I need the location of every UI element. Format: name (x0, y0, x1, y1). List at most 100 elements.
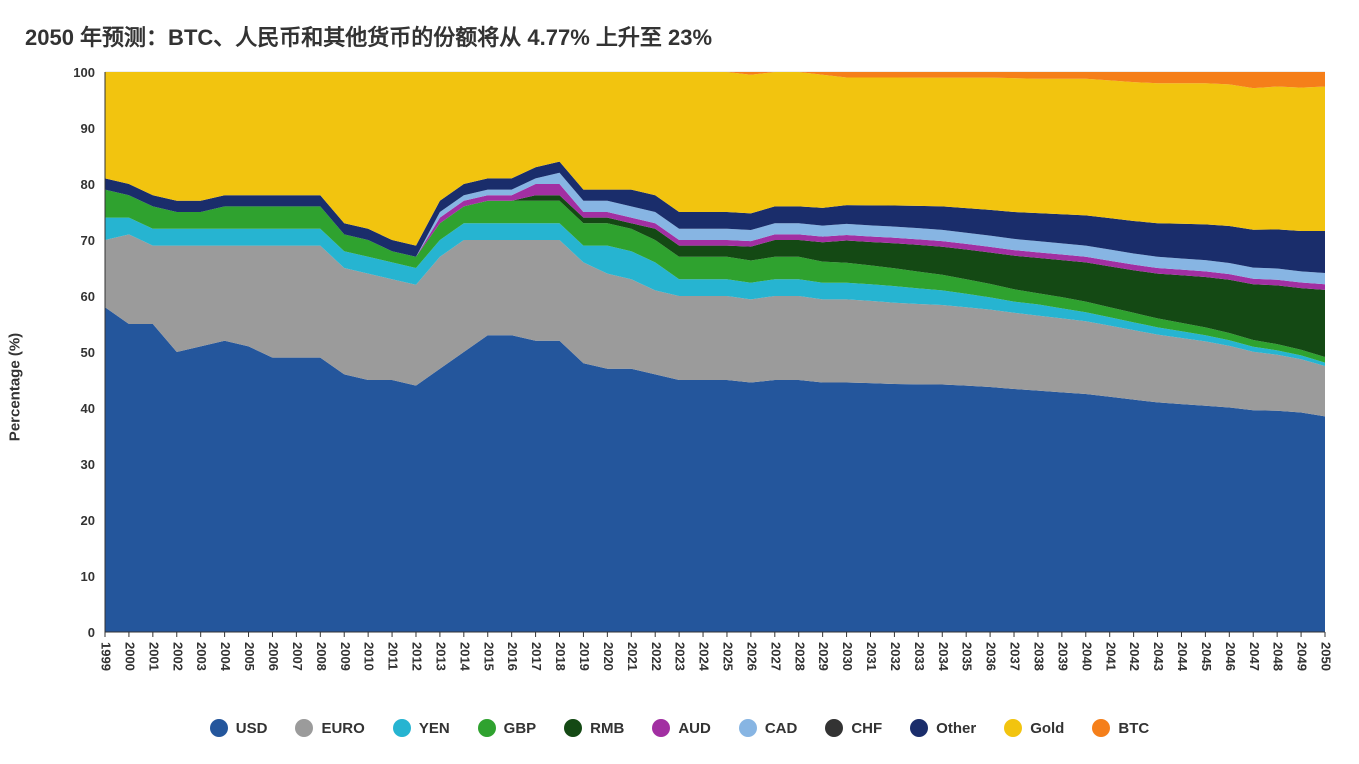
svg-text:30: 30 (81, 457, 95, 472)
legend-item-aud: AUD (652, 719, 711, 737)
legend-swatch (564, 719, 582, 737)
svg-text:2028: 2028 (792, 642, 807, 671)
svg-text:2001: 2001 (146, 642, 161, 671)
legend-item-chf: CHF (825, 719, 882, 737)
svg-text:1999: 1999 (99, 642, 114, 671)
svg-text:50: 50 (81, 345, 95, 360)
svg-text:2049: 2049 (1295, 642, 1310, 671)
svg-text:2034: 2034 (936, 642, 951, 672)
svg-text:2042: 2042 (1127, 642, 1142, 671)
svg-text:20: 20 (81, 513, 95, 528)
legend-label: RMB (590, 720, 624, 737)
legend-swatch (295, 719, 313, 737)
svg-text:70: 70 (81, 233, 95, 248)
svg-text:2010: 2010 (362, 642, 377, 671)
svg-text:100: 100 (73, 67, 95, 80)
stacked-area-chart: 0102030405060708090100199920002001200220… (25, 67, 1335, 707)
legend-item-other: Other (910, 719, 976, 737)
legend-item-usd: USD (210, 719, 268, 737)
svg-text:2048: 2048 (1271, 642, 1286, 671)
legend-label: Gold (1030, 720, 1064, 737)
svg-text:2025: 2025 (721, 642, 736, 671)
svg-text:2031: 2031 (864, 642, 879, 671)
legend: USD EURO YEN GBP RMB AUD CAD CHF Other Gold BTC (25, 719, 1334, 737)
svg-text:2045: 2045 (1199, 642, 1214, 671)
legend-label: CAD (765, 720, 798, 737)
svg-text:2000: 2000 (122, 642, 137, 671)
legend-label: EURO (321, 720, 364, 737)
legend-swatch (393, 719, 411, 737)
legend-swatch (1004, 719, 1022, 737)
svg-text:2047: 2047 (1247, 642, 1262, 671)
svg-text:2040: 2040 (1079, 642, 1094, 671)
legend-label: Other (936, 720, 976, 737)
legend-swatch (210, 719, 228, 737)
legend-swatch (910, 719, 928, 737)
svg-text:2005: 2005 (242, 642, 257, 671)
svg-text:2023: 2023 (673, 642, 688, 671)
svg-text:2016: 2016 (505, 642, 520, 671)
svg-text:10: 10 (81, 569, 95, 584)
chart-container: Percentage (%) 0102030405060708090100199… (25, 67, 1334, 707)
legend-item-yen: YEN (393, 719, 450, 737)
svg-text:80: 80 (81, 177, 95, 192)
svg-text:60: 60 (81, 289, 95, 304)
svg-text:2036: 2036 (984, 642, 999, 671)
svg-text:2029: 2029 (816, 642, 831, 671)
svg-text:2033: 2033 (912, 642, 927, 671)
svg-text:2039: 2039 (1055, 642, 1070, 671)
svg-text:2007: 2007 (290, 642, 305, 671)
y-axis-label: Percentage (%) (7, 333, 24, 441)
chart-title: 2050 年预测：BTC、人民币和其他货币的份额将从 4.77% 上升至 23% (25, 20, 1334, 52)
svg-text:2032: 2032 (888, 642, 903, 671)
legend-label: BTC (1118, 720, 1149, 737)
svg-text:2030: 2030 (840, 642, 855, 671)
svg-text:2026: 2026 (744, 642, 759, 671)
svg-text:2046: 2046 (1223, 642, 1238, 671)
svg-text:2018: 2018 (553, 642, 568, 671)
legend-label: AUD (678, 720, 711, 737)
legend-swatch (825, 719, 843, 737)
legend-label: CHF (851, 720, 882, 737)
legend-item-euro: EURO (295, 719, 364, 737)
svg-text:2012: 2012 (410, 642, 425, 671)
legend-swatch (1092, 719, 1110, 737)
svg-text:2037: 2037 (1008, 642, 1023, 671)
svg-text:2017: 2017 (529, 642, 544, 671)
legend-swatch (652, 719, 670, 737)
legend-item-gold: Gold (1004, 719, 1064, 737)
svg-text:2014: 2014 (457, 642, 472, 672)
svg-text:2024: 2024 (697, 642, 712, 672)
legend-item-rmb: RMB (564, 719, 624, 737)
legend-item-btc: BTC (1092, 719, 1149, 737)
svg-text:2019: 2019 (577, 642, 592, 671)
svg-text:2013: 2013 (433, 642, 448, 671)
svg-text:2050: 2050 (1319, 642, 1334, 671)
svg-text:2011: 2011 (386, 642, 401, 670)
svg-text:2035: 2035 (960, 642, 975, 671)
legend-label: GBP (504, 720, 537, 737)
svg-text:2022: 2022 (649, 642, 664, 671)
legend-label: USD (236, 720, 268, 737)
legend-item-cad: CAD (739, 719, 798, 737)
svg-text:2002: 2002 (170, 642, 185, 671)
legend-item-gbp: GBP (478, 719, 537, 737)
svg-text:2004: 2004 (218, 642, 233, 672)
svg-text:2041: 2041 (1103, 642, 1118, 671)
svg-text:40: 40 (81, 401, 95, 416)
svg-text:90: 90 (81, 121, 95, 136)
svg-text:2043: 2043 (1151, 642, 1166, 671)
svg-text:2006: 2006 (266, 642, 281, 671)
svg-text:2038: 2038 (1032, 642, 1047, 671)
svg-text:0: 0 (88, 625, 95, 640)
legend-label: YEN (419, 720, 450, 737)
svg-text:2015: 2015 (481, 642, 496, 671)
svg-text:2008: 2008 (314, 642, 329, 671)
svg-text:2044: 2044 (1175, 642, 1190, 672)
legend-swatch (478, 719, 496, 737)
svg-text:2021: 2021 (625, 642, 640, 671)
svg-text:2003: 2003 (194, 642, 209, 671)
legend-swatch (739, 719, 757, 737)
svg-text:2027: 2027 (768, 642, 783, 671)
svg-text:2020: 2020 (601, 642, 616, 671)
